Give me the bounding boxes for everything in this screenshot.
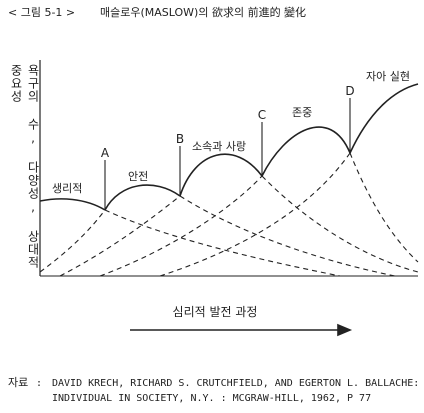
need-label: 자아 실현 bbox=[366, 70, 410, 83]
need-label: 존중 bbox=[292, 106, 312, 119]
esteem-dashed bbox=[349, 152, 419, 263]
safety-dashed bbox=[179, 195, 396, 277]
love-dashed bbox=[261, 175, 419, 273]
x-axis-label: 심리적 발전 과정 bbox=[173, 305, 258, 319]
marker-label: D bbox=[345, 84, 354, 98]
safety-rise bbox=[39, 209, 106, 273]
safety-solid bbox=[104, 184, 181, 211]
curves bbox=[39, 60, 419, 337]
arrow-head bbox=[337, 323, 353, 337]
love-solid bbox=[179, 153, 263, 197]
labels: 생리적 안전 소속과 사랑 존중 자아 실현 A B C D 심리적 발전 과정… bbox=[8, 70, 419, 404]
marker-label: C bbox=[258, 108, 266, 122]
marker-label: B bbox=[176, 132, 184, 146]
love-rise bbox=[59, 195, 181, 277]
esteem-rise bbox=[99, 175, 263, 277]
source-line: DAVID KRECH, RICHARD S. CRUTCHFIELD, AND… bbox=[52, 378, 419, 389]
source-line: INDIVIDUAL IN SOCIETY, N.Y. : MCGRAW-HIL… bbox=[52, 393, 371, 404]
esteem-solid bbox=[261, 126, 351, 177]
self-rise bbox=[159, 152, 351, 277]
physiological-solid bbox=[39, 198, 106, 211]
physiological-dashed bbox=[104, 209, 341, 277]
self-solid bbox=[349, 83, 419, 154]
caption-title: 매슬로우(MASLOW)의 欲求의 前進的 變化 bbox=[100, 5, 306, 19]
need-label: 소속과 사랑 bbox=[192, 140, 246, 153]
source-label: 자료 bbox=[8, 376, 28, 389]
caption-number: < 그림 5-1 > bbox=[8, 6, 75, 19]
marker-label: A bbox=[101, 146, 110, 160]
source-colon: : bbox=[36, 378, 42, 389]
need-label: 생리적 bbox=[52, 182, 82, 195]
need-label: 안전 bbox=[128, 170, 148, 183]
y-axis-label: 욕구의 수, 다양성, 상대적 중요성 bbox=[9, 64, 40, 269]
